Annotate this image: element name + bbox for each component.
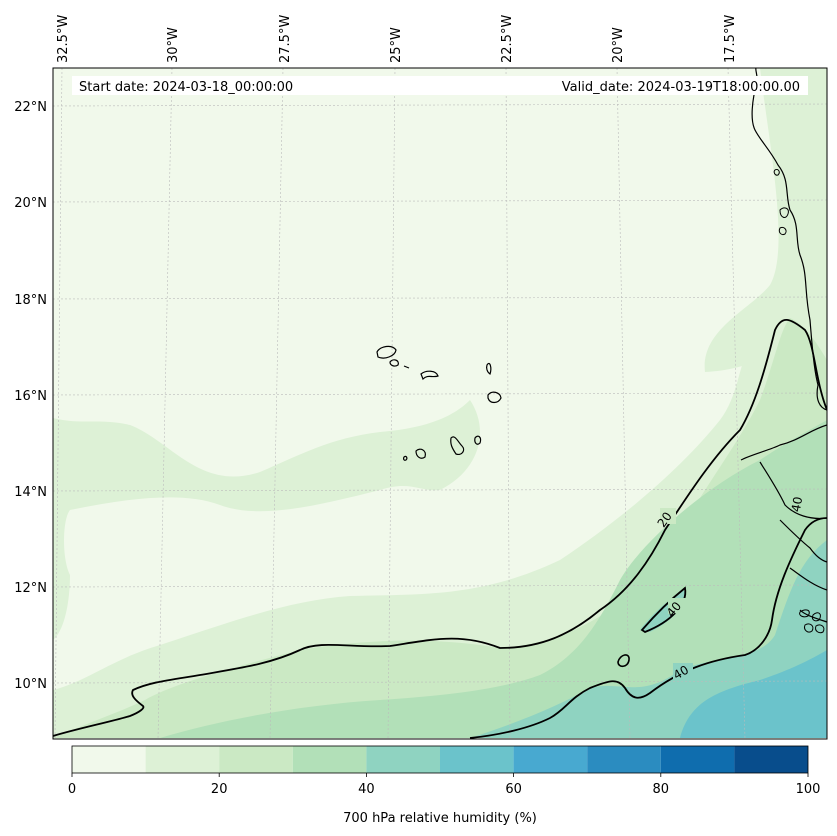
band-50-60 [680,650,827,738]
colorbar-frame [71,745,809,774]
colorbar-tick-label: 20 [211,782,228,797]
lat-label: 12°N [14,581,47,596]
lon-label: 32.5°W [56,15,71,63]
coastline-africa [740,68,827,623]
coastal-islet [778,227,787,235]
lon-label: 27.5°W [278,15,293,63]
colorbar-segment [734,746,808,773]
lon-label: 17.5°W [723,15,738,63]
colorbar-tick-label: 100 [796,782,821,797]
band-30-40 [160,420,827,738]
contour-label-bg [668,598,686,614]
colorbar-segment [366,746,440,773]
contour-label: 40 [671,663,691,683]
lon-label: 22.5°W [500,15,515,63]
coastal-islet [773,169,780,176]
contour-label-bg [673,663,693,679]
colorbar-tick-label: 0 [68,782,76,797]
colorbar-tick-label: 40 [358,782,375,797]
start-date-title: Start date: 2024-03-18_00:00:00 [79,80,293,95]
colorbar [72,746,808,773]
map-frame [52,67,828,740]
colorbar-label: 700 hPa relative humidity (%) [343,811,537,826]
contour-label-bg [660,508,676,524]
valid-date-title: Valid_date: 2024-03-19T18:00:00.00 [562,80,800,95]
colorbar-segment [72,746,146,773]
contour-label: 40 [789,496,805,513]
lon-label: 25°W [389,27,404,63]
colorbar-tick-label: 80 [653,782,670,797]
colorbar-segment [292,746,367,773]
lon-label: 20°W [611,27,626,63]
colorbar-segment [587,746,661,773]
graticule [53,68,827,739]
contour-20 [53,318,827,737]
colorbar-tick-label: 60 [505,782,522,797]
colorbar-segment [660,746,735,773]
lat-label: 20°N [14,196,47,211]
lat-label: 16°N [14,389,47,404]
contour-40-upper [640,586,687,634]
lat-label: 18°N [14,293,47,308]
colorbar-ticks: 0 20 40 60 80 100 [68,773,821,797]
lat-label: 14°N [14,485,47,500]
colorbar-segment [440,746,514,773]
cape-verde-islands [376,345,502,461]
title-box [72,76,808,95]
lat-label: 22°N [14,100,47,115]
band-10-20-ne [704,68,827,372]
lat-label: 10°N [14,677,47,692]
coastal-islet [779,207,789,218]
contour-40-patch [617,654,630,668]
contour-40-lower [469,517,827,739]
band-10-20 [53,400,480,640]
colorbar-segment [145,746,220,773]
colorbar-segment [219,746,293,773]
contour-label-bg [790,495,804,513]
map-panel [53,68,827,739]
bissagos-islands [799,609,825,634]
colorbar-segment [513,746,588,773]
lon-label: 30°W [166,27,181,63]
